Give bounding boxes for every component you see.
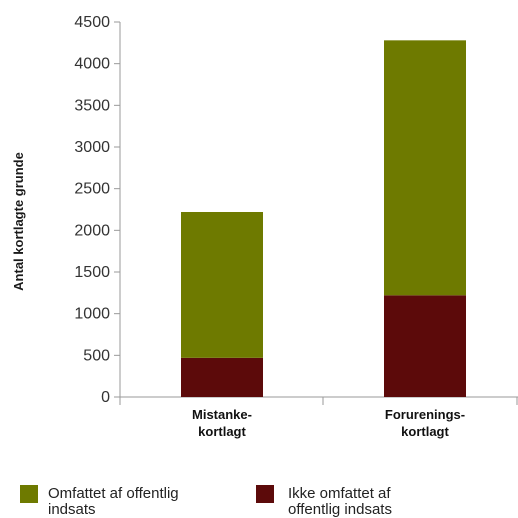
bar-segment	[384, 295, 466, 397]
y-tick-label: 3500	[74, 97, 110, 114]
category-label-line: Forurenings-	[385, 407, 465, 422]
bar-segment	[181, 212, 263, 358]
legend-label-line: Omfattet af offentlig	[48, 485, 179, 502]
y-tick-label: 2500	[74, 181, 110, 198]
bar-segment	[384, 40, 466, 296]
legend-label: Omfattet af offentlig indsats	[48, 485, 179, 518]
bars	[181, 40, 466, 397]
category-label-line: Mistanke-	[192, 407, 252, 422]
labels: Antal kortlagte grundeMistanke-kortlagtF…	[11, 152, 465, 439]
category-label: Forurenings-kortlagt	[385, 407, 465, 439]
legend-label-line: Ikke omfattet af	[288, 485, 391, 502]
category-label-line: kortlagt	[401, 424, 449, 439]
y-tick-label: 4500	[74, 14, 110, 31]
category-label-line: kortlagt	[198, 424, 246, 439]
y-tick-label: 4000	[74, 56, 110, 73]
y-tick-label: 2000	[74, 222, 110, 239]
y-tick-label: 1000	[74, 306, 110, 323]
legend-label-line: offentlig indsats	[288, 501, 392, 518]
y-axis-title: Antal kortlagte grunde	[11, 152, 26, 291]
y-tick-label: 1500	[74, 264, 110, 281]
y-tick-label: 3000	[74, 139, 110, 156]
y-tick-label: 500	[83, 347, 110, 364]
legend: Omfattet af offentlig indsats Ikke omfatte…	[20, 485, 392, 518]
legend-swatch	[256, 485, 274, 503]
y-tick-label: 0	[101, 389, 110, 406]
legend-label-line: indsats	[48, 501, 96, 518]
axes: 0 500 1000 1500 2000 2500 3000 3500 4000 4500	[74, 14, 518, 406]
legend-label: Ikke omfattet af offentlig indsats	[288, 485, 392, 518]
legend-swatch	[20, 485, 38, 503]
category-label: Mistanke-kortlagt	[192, 407, 252, 439]
bar-segment	[181, 357, 263, 397]
